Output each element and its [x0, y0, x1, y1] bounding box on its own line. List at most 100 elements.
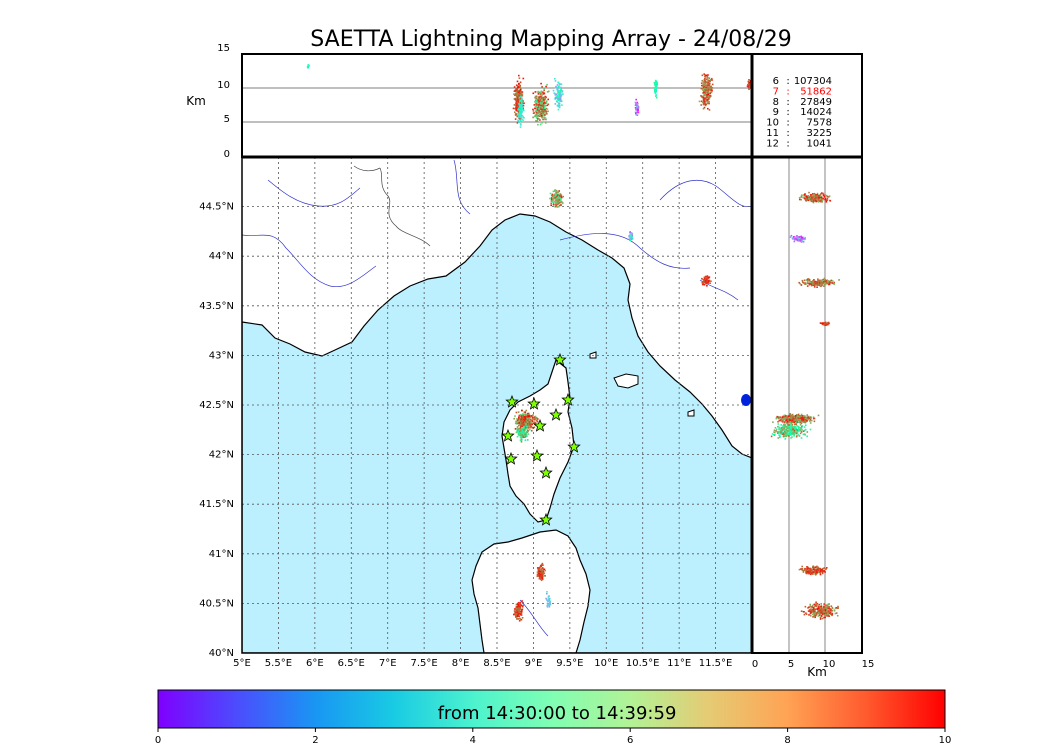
- lightning-source-dot: [806, 566, 808, 568]
- lightning-source-dot: [546, 592, 548, 595]
- lightning-source-dot: [515, 616, 517, 618]
- lightning-source-dot: [785, 416, 788, 418]
- lightning-source-dot: [541, 113, 543, 115]
- lightning-source-dot: [519, 103, 522, 106]
- lightning-source-dot: [518, 429, 521, 431]
- lightning-source-dot: [819, 322, 822, 324]
- lightning-source-dot: [792, 433, 795, 435]
- lightning-source-dot: [521, 104, 523, 107]
- lightning-source-dot: [540, 565, 542, 568]
- lightning-source-dot: [519, 115, 522, 117]
- lightning-source-dot: [811, 200, 813, 202]
- lightning-source-dot: [701, 96, 703, 98]
- lightning-source-dot: [558, 95, 560, 98]
- lightning-source-dot: [514, 94, 516, 96]
- lightning-source-dot: [520, 438, 523, 440]
- lightning-source-dot: [535, 418, 538, 420]
- station-star-icon: [501, 428, 515, 442]
- lightning-source-dot: [813, 615, 815, 617]
- lightning-source-dot: [515, 613, 518, 615]
- lightning-source-dot: [786, 431, 788, 434]
- lightning-source-dot: [560, 198, 562, 200]
- lightning-source-dot: [518, 82, 520, 85]
- lightning-source-dot: [787, 417, 789, 420]
- lightning-source-dot: [519, 99, 521, 102]
- lightning-source-dot: [778, 432, 780, 434]
- lightning-source-dot: [809, 612, 812, 615]
- lightning-source-dot: [542, 572, 544, 574]
- lightning-source-dot: [544, 108, 547, 110]
- lightning-source-dot: [709, 82, 711, 85]
- lightning-source-dot: [824, 279, 826, 282]
- lightning-source-dot: [307, 64, 310, 66]
- lightning-source-dot: [748, 85, 750, 87]
- lightning-source-dot: [529, 429, 531, 431]
- lightning-source-dot: [823, 282, 826, 284]
- right-xtick-15: 15: [862, 659, 875, 670]
- lightning-source-dot: [516, 107, 519, 110]
- lightning-source-dot: [654, 91, 656, 94]
- lightning-source-dot: [543, 102, 545, 104]
- lightning-source-dot: [827, 610, 830, 613]
- lightning-source-dot: [519, 126, 522, 128]
- lightning-source-dot: [784, 423, 787, 426]
- lightning-source-dot: [827, 615, 830, 617]
- lightning-source-dot: [517, 605, 519, 607]
- lightning-source-dot: [520, 436, 523, 439]
- lightning-source-dot: [542, 564, 544, 566]
- lightning-source-dot: [520, 106, 522, 108]
- lightning-source-dot: [520, 113, 523, 116]
- lightning-source-dot: [709, 96, 711, 98]
- lightning-source-dot: [516, 427, 519, 430]
- lightning-source-dot: [826, 612, 829, 615]
- lightning-source-dot: [536, 101, 539, 104]
- lightning-source-dot: [521, 110, 524, 112]
- lightning-source-dot: [545, 102, 548, 104]
- lightning-source-dot: [522, 104, 525, 107]
- lightning-source-dot: [816, 198, 818, 201]
- lightning-source-dot: [518, 103, 521, 106]
- lightning-source-dot: [536, 104, 538, 106]
- stats-source-count: 1041: [807, 138, 832, 149]
- lightning-source-dot: [807, 280, 809, 282]
- lightning-source-dot: [558, 190, 560, 192]
- right-panel-background: [752, 157, 862, 653]
- lightning-source-dot: [813, 284, 816, 286]
- lightning-source-dot: [544, 105, 546, 107]
- lightning-source-dot: [784, 432, 786, 435]
- lightning-source-dot: [551, 194, 553, 197]
- lightning-source-dot: [785, 428, 787, 430]
- lightning-source-dot: [701, 84, 703, 87]
- lightning-source-dot: [831, 280, 834, 282]
- lightning-source-dot: [554, 197, 557, 199]
- lightning-source-dot: [554, 189, 556, 192]
- lightning-source-dot: [786, 427, 788, 429]
- lightning-source-dot: [820, 603, 822, 605]
- lightning-source-dot: [554, 78, 556, 80]
- lightning-source-dot: [537, 112, 539, 114]
- lightning-source-dot: [630, 233, 632, 235]
- station-star-icon: [533, 418, 547, 432]
- lightning-source-dot: [540, 568, 542, 570]
- lightning-source-dot: [518, 85, 520, 88]
- lightning-source-dot: [701, 74, 704, 77]
- lightning-source-dot: [806, 196, 808, 198]
- lightning-source-dot: [792, 419, 794, 422]
- lightning-source-dot: [637, 103, 639, 105]
- lightning-source-dot: [821, 323, 824, 325]
- lightning-source-dot: [805, 417, 807, 419]
- lightning-source-dot: [520, 116, 522, 119]
- lightning-source-dot: [703, 106, 706, 109]
- lightning-source-dot: [704, 85, 707, 87]
- lightning-source-dot: [542, 104, 544, 106]
- lightning-source-dot: [518, 114, 520, 117]
- lightning-source-dot: [788, 435, 790, 437]
- lightning-source-dot: [786, 434, 789, 437]
- lightning-source-dot: [790, 428, 792, 431]
- lightning-source-dot: [807, 572, 810, 575]
- lightning-source-dot: [554, 93, 556, 95]
- lightning-source-dot: [826, 604, 829, 606]
- lightning-source-dot: [544, 101, 546, 104]
- lightning-source-dot: [703, 87, 706, 89]
- lightning-source-dot: [813, 608, 815, 610]
